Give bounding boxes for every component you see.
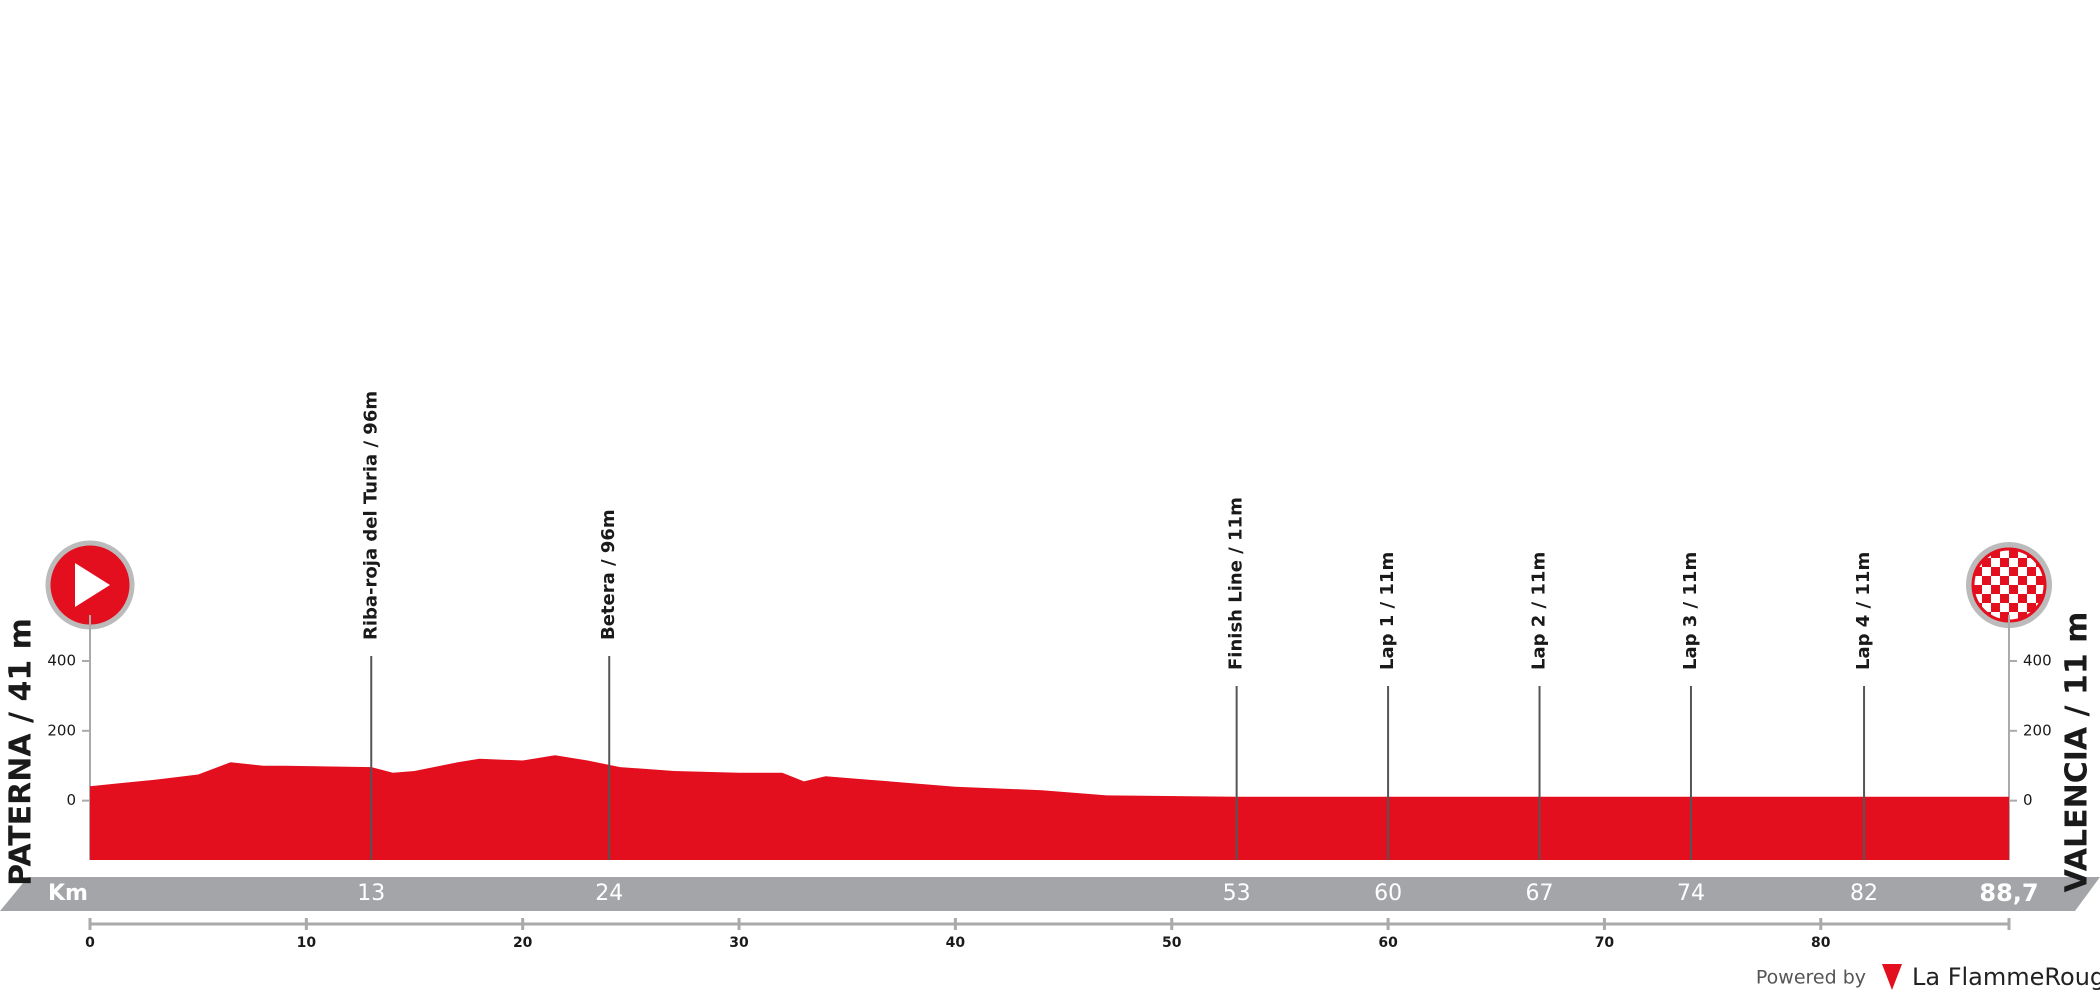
km-bar xyxy=(0,877,2100,911)
checker-cell xyxy=(1982,576,1991,585)
x-tick-label: 0 xyxy=(85,935,95,951)
x-tick-label: 30 xyxy=(729,935,749,951)
x-tick-label: 40 xyxy=(946,935,966,951)
checker-cell xyxy=(2009,567,2018,576)
distance-label: 88,7 xyxy=(1979,879,2038,907)
waypoint-label: Lap 2 / 11m xyxy=(1529,552,1550,670)
waypoint-label: Lap 3 / 11m xyxy=(1680,552,1701,670)
checker-cell xyxy=(1982,594,1991,603)
checker-cell xyxy=(2009,549,2018,558)
checker-cell xyxy=(1982,558,1991,567)
checker-cell xyxy=(2027,603,2036,612)
checker-cell xyxy=(1991,567,2000,576)
y-tick-label: 200 xyxy=(47,721,76,739)
y-tick-label: 400 xyxy=(47,652,76,670)
km-bar-label: 67 xyxy=(1526,881,1554,906)
checker-cell xyxy=(2027,567,2036,576)
km-bar-label: 53 xyxy=(1223,881,1251,906)
start-label: PATERNA / 41 m xyxy=(4,618,39,886)
checker-cell xyxy=(2036,594,2045,603)
waypoint-label: Betera / 96m xyxy=(598,509,619,640)
km-bar-label: 13 xyxy=(357,881,385,906)
x-tick-label: 50 xyxy=(1162,935,1182,951)
waypoint-label: Riba-roja del Turia / 96m xyxy=(360,391,381,640)
checker-cell xyxy=(2018,594,2027,603)
checker-cell xyxy=(2009,603,2018,612)
x-tick-label: 20 xyxy=(513,935,533,951)
checker-cell xyxy=(2009,585,2018,594)
checker-cell xyxy=(2036,576,2045,585)
y-tick-label: 0 xyxy=(2023,791,2033,809)
waypoint-label: Lap 4 / 11m xyxy=(1853,552,1874,670)
checker-cell xyxy=(1991,585,2000,594)
y-tick-label: 400 xyxy=(2023,652,2052,670)
brand: La FlammeRouge xyxy=(1912,963,2100,991)
waypoint-label: Finish Line / 11m xyxy=(1226,497,1247,670)
checker-cell xyxy=(2018,558,2027,567)
km-bar-label: 74 xyxy=(1677,881,1705,906)
brand-logo xyxy=(1882,964,1902,990)
km-bar-label: 24 xyxy=(595,881,623,906)
x-tick-label: 80 xyxy=(1811,935,1831,951)
km-bar-label: 82 xyxy=(1850,881,1878,906)
km-label: Km xyxy=(48,881,88,906)
checker-cell xyxy=(2018,576,2027,585)
checker-cell xyxy=(2000,576,2009,585)
km-bar-label: 60 xyxy=(1374,881,1402,906)
start-icon xyxy=(45,540,135,630)
y-tick-label: 0 xyxy=(66,791,76,809)
checker-cell xyxy=(1973,567,1982,576)
checker-cell xyxy=(1991,603,2000,612)
checker-cell xyxy=(2000,594,2009,603)
checker-cell xyxy=(2000,612,2009,621)
y-tick-label: 200 xyxy=(2023,721,2052,739)
checker-cell xyxy=(2018,612,2027,621)
checker-cell xyxy=(2027,585,2036,594)
x-tick-label: 60 xyxy=(1378,935,1398,951)
checker-cell xyxy=(2000,558,2009,567)
powered-by: Powered by xyxy=(1756,967,1866,989)
waypoint-label: Lap 1 / 11m xyxy=(1377,552,1398,670)
checker-cell xyxy=(1973,585,1982,594)
finish-label: VALENCIA / 11 m xyxy=(2060,612,2095,893)
x-tick-label: 70 xyxy=(1595,935,1615,951)
elevation-area xyxy=(90,755,2009,860)
checker-cell xyxy=(1991,549,2000,558)
x-tick-label: 10 xyxy=(297,935,317,951)
